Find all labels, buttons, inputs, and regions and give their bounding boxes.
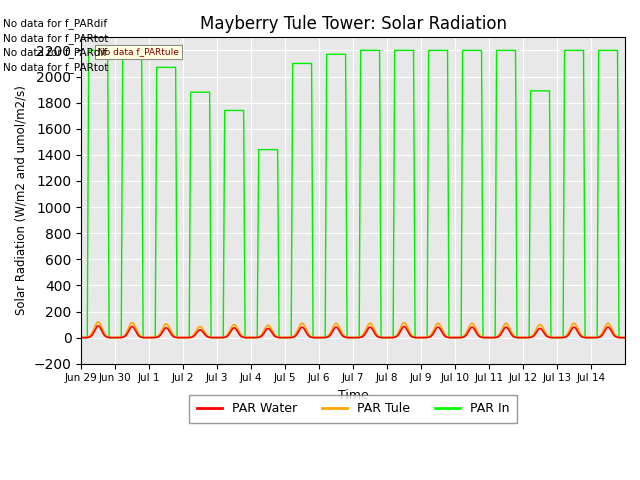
Text: No data for f_PARdif: No data for f_PARdif	[3, 18, 108, 29]
PAR Water	[423, 335, 431, 340]
PAR In	[84, 48, 92, 53]
PAR Tule	[621, 335, 629, 340]
PAR In	[77, 335, 85, 340]
PAR Water	[275, 335, 282, 340]
Legend: PAR Water, PAR Tule, PAR In: PAR Water, PAR Tule, PAR In	[189, 395, 517, 423]
PAR Tule	[423, 335, 431, 340]
PAR In	[509, 48, 517, 53]
PAR Tule	[275, 334, 282, 340]
PAR In	[105, 235, 113, 240]
PAR Water	[509, 334, 517, 339]
Line: PAR Tule: PAR Tule	[81, 322, 625, 337]
Line: PAR In: PAR In	[81, 50, 625, 337]
X-axis label: Time: Time	[338, 389, 369, 402]
Title: Mayberry Tule Tower: Solar Radiation: Mayberry Tule Tower: Solar Radiation	[200, 15, 507, 33]
Text: No data for f_PARtot: No data for f_PARtot	[3, 61, 109, 72]
PAR In	[481, 335, 488, 340]
PAR Water	[77, 335, 85, 340]
PAR In	[423, 335, 431, 340]
PAR Tule	[94, 319, 102, 325]
PAR Water	[481, 335, 488, 340]
Y-axis label: Solar Radiation (W/m2 and umol/m2/s): Solar Radiation (W/m2 and umol/m2/s)	[15, 85, 28, 315]
PAR In	[275, 216, 282, 222]
PAR In	[399, 48, 407, 53]
PAR Tule	[77, 335, 85, 340]
PAR Tule	[105, 334, 113, 340]
Text: No data for f_PARdif: No data for f_PARdif	[3, 47, 108, 58]
PAR Tule	[509, 332, 517, 338]
Line: PAR Water: PAR Water	[81, 326, 625, 337]
PAR Tule	[399, 320, 407, 326]
PAR Water	[105, 335, 113, 340]
PAR Water	[399, 324, 407, 330]
PAR Water	[621, 335, 629, 340]
PAR In	[621, 335, 629, 340]
PAR Tule	[481, 335, 488, 340]
Text: No data f_PARtule: No data f_PARtule	[98, 48, 179, 56]
PAR Water	[94, 323, 102, 329]
Text: No data for f_PARtot: No data for f_PARtot	[3, 33, 109, 44]
